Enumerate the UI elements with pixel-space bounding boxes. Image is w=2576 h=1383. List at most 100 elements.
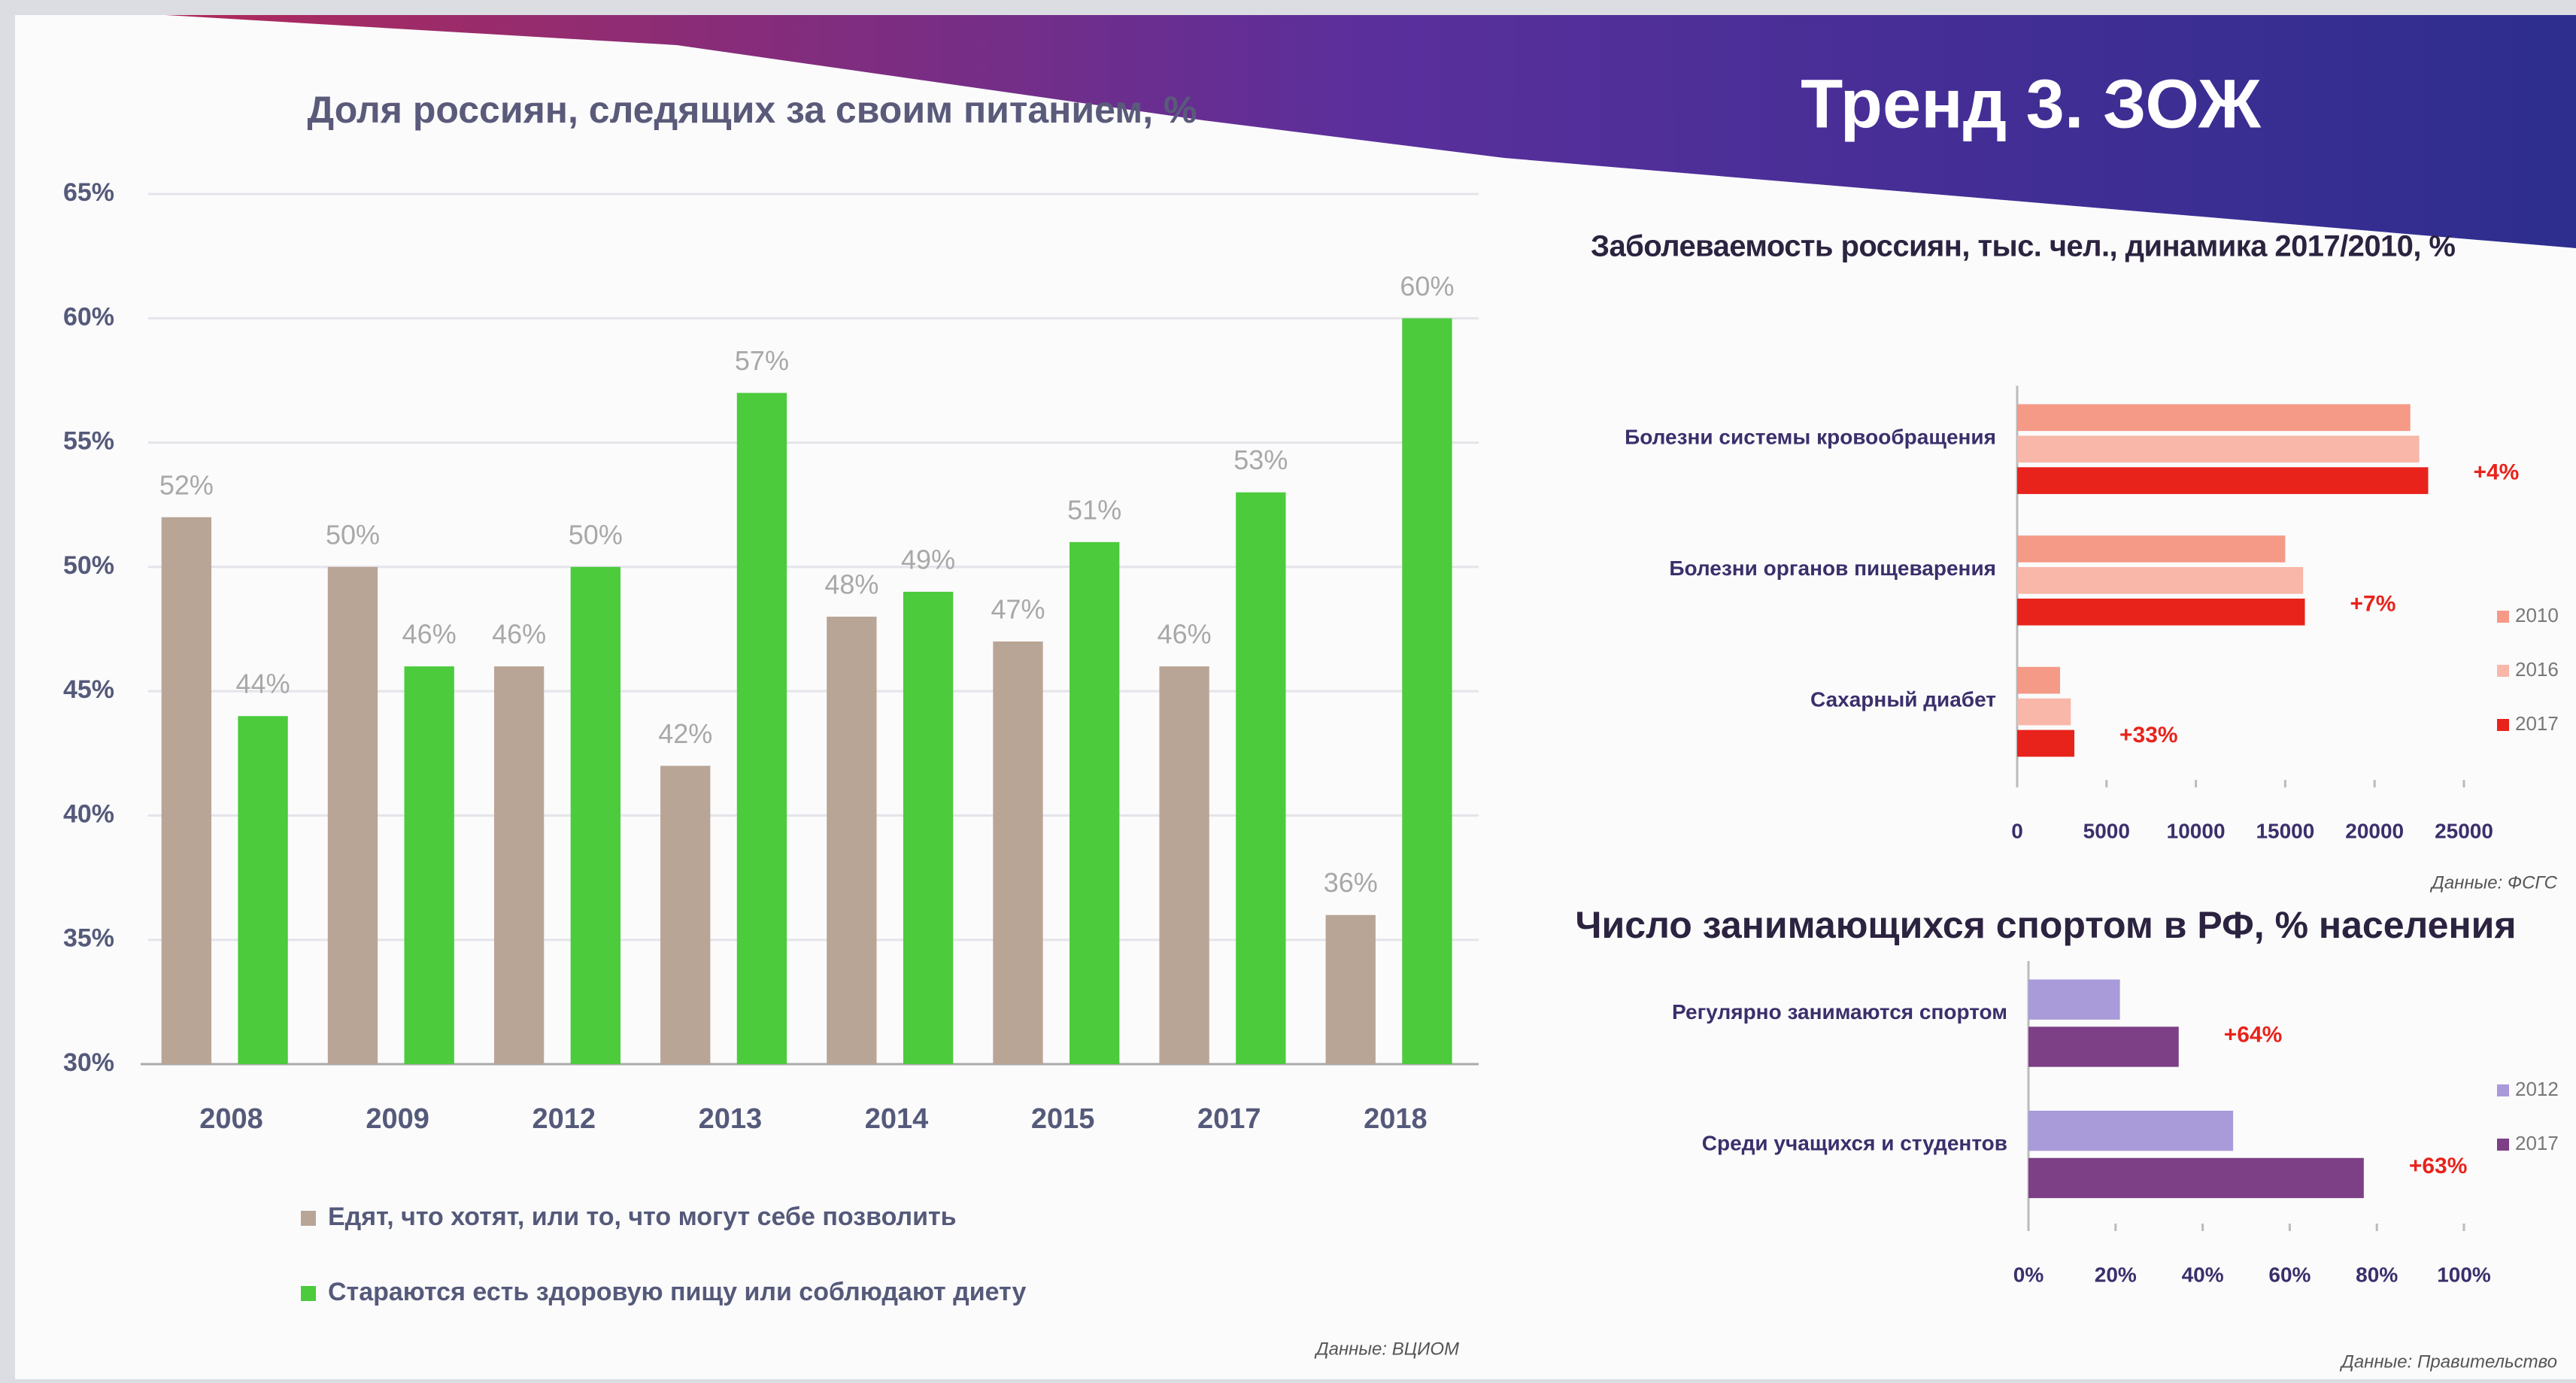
bar bbox=[2017, 567, 2303, 594]
value-label: 57% bbox=[735, 345, 789, 376]
x-tick-label: 2012 bbox=[532, 1103, 596, 1135]
bar bbox=[2017, 404, 2411, 431]
bar bbox=[660, 766, 710, 1064]
legend-swatch bbox=[2497, 611, 2509, 623]
legend-label: Едят, что хотят, или то, что могут себе … bbox=[328, 1203, 957, 1231]
value-label: 50% bbox=[326, 519, 380, 550]
x-tick-label: 40% bbox=[2182, 1263, 2224, 1286]
x-tick-label: 2008 bbox=[199, 1103, 263, 1135]
value-label: 46% bbox=[402, 619, 457, 650]
category-label: Болезни органов пищеварения bbox=[1669, 557, 1996, 580]
y-tick-label: 45% bbox=[63, 675, 114, 704]
legend-swatch bbox=[2497, 719, 2509, 731]
value-label: 46% bbox=[1158, 619, 1212, 650]
x-tick-label: 10000 bbox=[2167, 819, 2226, 842]
value-label: 51% bbox=[1067, 494, 1121, 525]
bar bbox=[2017, 667, 2060, 694]
chart-title: Доля россиян, следящих за своим питанием… bbox=[307, 89, 1197, 131]
y-tick-label: 55% bbox=[63, 427, 114, 456]
legend-swatch bbox=[301, 1211, 316, 1226]
x-tick-label: 20% bbox=[2095, 1263, 2137, 1286]
legend-label: 2017 bbox=[2515, 1132, 2559, 1154]
x-tick-label: 15000 bbox=[2256, 819, 2314, 842]
legend-swatch bbox=[301, 1286, 316, 1301]
y-tick-label: 40% bbox=[63, 799, 114, 828]
annotation: +64% bbox=[2224, 1023, 2283, 1048]
value-label: 48% bbox=[824, 569, 878, 599]
x-tick-label: 2009 bbox=[366, 1103, 429, 1135]
x-tick-label: 2017 bbox=[1197, 1103, 1261, 1135]
bar bbox=[238, 716, 287, 1064]
bar bbox=[2017, 435, 2420, 463]
bar bbox=[737, 393, 787, 1064]
x-tick-label: 60% bbox=[2268, 1263, 2311, 1286]
legend-label: 2016 bbox=[2515, 658, 2559, 681]
x-tick-label: 25000 bbox=[2435, 819, 2493, 842]
y-tick-label: 65% bbox=[63, 178, 114, 207]
source-note: Данные: Правительство bbox=[2339, 1351, 2557, 1372]
bar bbox=[2017, 535, 2285, 563]
bar bbox=[1326, 915, 1376, 1064]
header-title: Тренд 3. ЗОЖ bbox=[1801, 65, 2262, 142]
bar bbox=[328, 567, 378, 1064]
category-label: Среди учащихся и студентов bbox=[1702, 1132, 2007, 1155]
legend-swatch bbox=[2497, 665, 2509, 677]
value-label: 49% bbox=[901, 544, 955, 575]
legend-label: 2017 bbox=[2515, 712, 2559, 735]
bar bbox=[2017, 467, 2428, 494]
value-label: 47% bbox=[991, 594, 1045, 625]
legend-swatch bbox=[2497, 1139, 2509, 1151]
bar bbox=[903, 592, 953, 1064]
value-label: 46% bbox=[492, 619, 546, 650]
annotation: +33% bbox=[2119, 723, 2178, 748]
y-tick-label: 50% bbox=[63, 551, 114, 580]
y-tick-label: 60% bbox=[63, 302, 114, 331]
bar bbox=[1402, 318, 1452, 1064]
value-label: 60% bbox=[1400, 271, 1454, 302]
x-tick-label: 2013 bbox=[699, 1103, 763, 1135]
bar bbox=[2028, 1158, 2364, 1198]
x-tick-label: 2014 bbox=[865, 1103, 929, 1135]
bar bbox=[2017, 730, 2074, 757]
bar bbox=[1070, 542, 1119, 1064]
bar bbox=[2028, 979, 2120, 1019]
value-label: 44% bbox=[236, 669, 290, 699]
source-note: Данные: ВЦИОМ bbox=[1314, 1339, 1459, 1359]
category-label: Болезни системы кровообращения bbox=[1625, 425, 1996, 448]
bar bbox=[162, 517, 211, 1064]
category-label: Сахарный диабет bbox=[1810, 688, 1996, 711]
y-tick-label: 30% bbox=[63, 1048, 114, 1077]
x-tick-label: 2015 bbox=[1031, 1103, 1095, 1135]
legend-label: 2012 bbox=[2515, 1078, 2559, 1100]
bar bbox=[571, 567, 620, 1064]
bar bbox=[2028, 1027, 2179, 1066]
page: Тренд 3. ЗОЖ Доля россиян, следящих за с… bbox=[0, 0, 2576, 1379]
bar bbox=[2028, 1111, 2233, 1151]
x-tick-label: 2018 bbox=[1364, 1103, 1428, 1135]
slide: Тренд 3. ЗОЖ Доля россиян, следящих за с… bbox=[0, 0, 2576, 1379]
value-label: 50% bbox=[569, 519, 623, 550]
bar bbox=[2017, 699, 2071, 726]
bar bbox=[1236, 493, 1285, 1064]
y-tick-label: 35% bbox=[63, 924, 114, 953]
bar bbox=[1159, 666, 1209, 1064]
x-tick-label: 0 bbox=[2011, 819, 2023, 842]
legend-label: Стараются есть здоровую пищу или соблюда… bbox=[328, 1278, 1027, 1306]
value-label: 36% bbox=[1324, 867, 1378, 898]
x-tick-label: 80% bbox=[2356, 1263, 2398, 1286]
bar bbox=[993, 641, 1042, 1064]
x-tick-label: 100% bbox=[2437, 1263, 2491, 1286]
x-tick-label: 5000 bbox=[2083, 819, 2130, 842]
bar bbox=[2017, 599, 2305, 626]
annotation: +63% bbox=[2409, 1154, 2468, 1178]
chart-title: Заболеваемость россиян, тыс. чел., динам… bbox=[1591, 230, 2456, 263]
source-note: Данные: ФСГС bbox=[2429, 872, 2558, 893]
x-tick-label: 0% bbox=[2013, 1263, 2044, 1286]
value-label: 53% bbox=[1233, 444, 1288, 475]
bar bbox=[827, 617, 876, 1064]
legend-swatch bbox=[2497, 1084, 2509, 1096]
chart-title: Число занимающихся спортом в РФ, % насел… bbox=[1575, 904, 2516, 946]
value-label: 42% bbox=[658, 718, 712, 749]
bar bbox=[494, 666, 544, 1064]
value-label: 52% bbox=[159, 469, 214, 500]
